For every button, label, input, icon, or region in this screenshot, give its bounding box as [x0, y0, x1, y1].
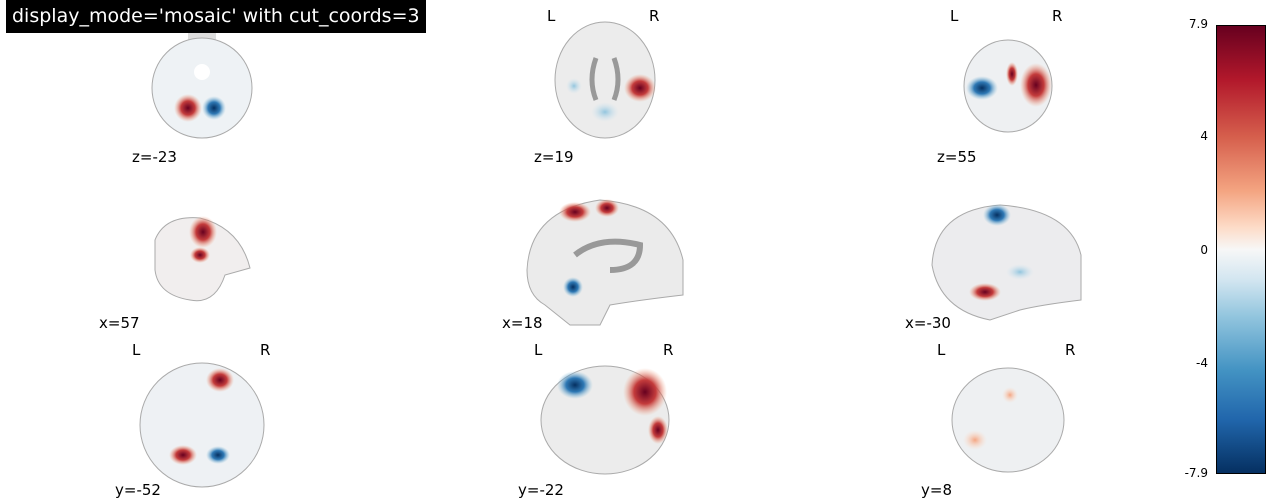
sagittal-slice-x57: [154, 216, 251, 302]
coronal-slice-y8: [951, 367, 1065, 473]
cut-label: y=-22: [518, 481, 564, 499]
right-label: R: [260, 341, 271, 359]
figure-title: display_mode='mosaic' with cut_coords=3: [6, 0, 426, 33]
right-label: R: [649, 7, 660, 25]
right-label: R: [1052, 7, 1063, 25]
brain-slices: [139, 21, 1082, 488]
colorbar-tick: -4: [1196, 356, 1208, 370]
left-label: L: [534, 341, 543, 359]
coronal-slice-y-52: [139, 362, 265, 488]
colorbar-tick: -7.9: [1184, 466, 1208, 480]
coronal-slice-y-22: [540, 365, 670, 475]
cut-label: y=-52: [115, 481, 161, 499]
axial-slice-z-23: [151, 33, 253, 139]
right-label: R: [1065, 341, 1076, 359]
colorbar-tick: 0: [1200, 243, 1208, 257]
cut-label: y=8: [921, 481, 952, 499]
axial-slice-z19: [554, 21, 656, 139]
sagittal-slice-x18: [526, 199, 684, 326]
cut-label: x=57: [99, 314, 140, 332]
cut-label: z=-23: [132, 148, 177, 166]
colorbar-tick: 4: [1200, 129, 1208, 143]
sagittal-slice-x-30: [931, 204, 1082, 321]
left-label: L: [547, 7, 556, 25]
colorbar-tick: 7.9: [1188, 17, 1208, 31]
axial-slice-z55: [963, 39, 1053, 133]
cut-label: z=19: [534, 148, 574, 166]
left-label: L: [950, 7, 959, 25]
cut-label: z=55: [937, 148, 977, 166]
colorbar: [1216, 25, 1266, 474]
cut-label: x=18: [502, 314, 543, 332]
right-label: R: [663, 341, 674, 359]
left-label: L: [132, 341, 141, 359]
cut-label: x=-30: [905, 314, 951, 332]
left-label: L: [937, 341, 946, 359]
